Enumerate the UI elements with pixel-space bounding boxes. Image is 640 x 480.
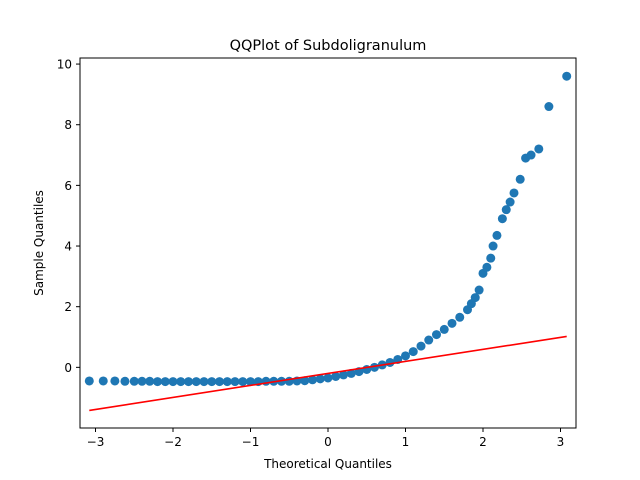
x-tick-label: −3: [87, 435, 105, 449]
sample-point: [455, 312, 465, 322]
sample-point: [168, 377, 178, 387]
sample-point: [339, 370, 348, 380]
sample-point: [346, 368, 356, 378]
y-tick-label: 4: [64, 240, 72, 254]
sample-point: [501, 205, 511, 215]
sample-point: [509, 188, 519, 198]
sample-point: [222, 377, 232, 387]
sample-point: [526, 150, 536, 160]
sample-point: [191, 377, 201, 387]
sample-point: [401, 351, 410, 361]
sample-point: [331, 371, 341, 381]
sample-point: [98, 376, 108, 386]
x-axis-label: Theoretical Quantiles: [263, 457, 392, 471]
reference-line: [89, 335, 567, 412]
y-tick-label: 10: [57, 58, 72, 72]
sample-point: [439, 324, 449, 334]
chart-title: QQPlot of Subdoligranulum: [230, 38, 427, 54]
sample-point: [515, 174, 525, 184]
sample-point: [544, 102, 554, 112]
sample-point: [534, 144, 544, 154]
sample-point: [199, 377, 209, 387]
sample-point: [323, 373, 333, 383]
sample-point: [482, 262, 492, 272]
sample-point: [470, 293, 480, 303]
y-tick-label: 2: [64, 300, 72, 314]
sample-point: [238, 377, 248, 387]
sample-point: [215, 377, 224, 387]
sample-point: [246, 377, 255, 387]
x-tick-label: 2: [479, 435, 487, 449]
plot-area-frame: [79, 57, 577, 429]
x-tick-label: −1: [242, 435, 260, 449]
x-tick-label: 3: [557, 435, 565, 449]
sample-point: [497, 214, 507, 224]
sample-point: [145, 376, 155, 386]
sample-point: [184, 377, 193, 387]
sample-point: [432, 330, 441, 340]
sample-point: [562, 71, 572, 81]
sample-point: [110, 376, 120, 386]
sample-point: [505, 197, 515, 207]
x-tick-label: 0: [324, 435, 332, 449]
sample-point: [492, 230, 502, 240]
y-tick-label: 0: [64, 361, 72, 375]
y-tick-label: 6: [64, 179, 72, 193]
y-tick-label: 8: [64, 118, 72, 132]
x-tick-label: −2: [164, 435, 182, 449]
sample-point: [129, 376, 139, 386]
sample-point: [176, 377, 186, 387]
sample-point: [207, 377, 217, 387]
sample-point: [408, 347, 418, 357]
sample-point: [120, 376, 130, 386]
sample-point: [137, 376, 147, 386]
y-axis-label: Sample Quantiles: [32, 190, 46, 296]
sample-point: [416, 341, 426, 351]
sample-point: [385, 357, 395, 367]
sample-point: [315, 374, 325, 384]
sample-point: [230, 377, 240, 387]
sample-point: [153, 377, 162, 387]
sample-point: [486, 253, 496, 263]
sample-point: [300, 376, 310, 386]
sample-point: [447, 318, 457, 328]
sample-point: [424, 335, 434, 345]
x-tick-label: 1: [402, 435, 410, 449]
sample-point: [84, 376, 94, 386]
sample-point: [308, 375, 317, 385]
sample-point: [474, 285, 484, 295]
sample-point: [261, 376, 271, 386]
sample-point: [160, 377, 170, 387]
sample-point: [488, 241, 498, 251]
